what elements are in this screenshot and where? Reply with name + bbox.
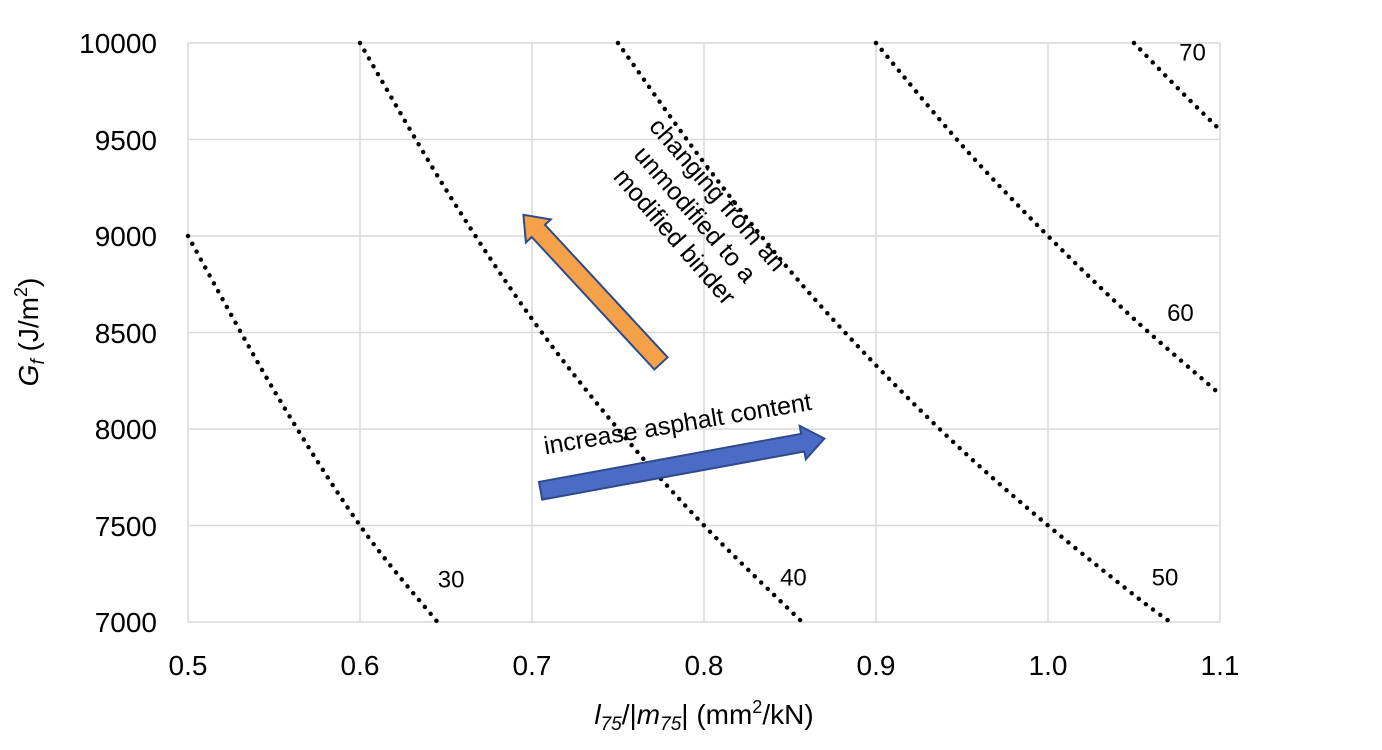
annotation-modified-binder: changing from an unmodified to a modifie…: [598, 113, 796, 322]
curve-60: [873, 40, 1223, 397]
y-axis-title: Gf (J/m2): [11, 278, 49, 387]
x-tick-label: 0.8: [685, 650, 724, 681]
x-tick-label: 1.0: [1029, 650, 1068, 681]
x-tick-label: 0.9: [857, 650, 896, 681]
curve-30: [185, 233, 440, 625]
curve-labels: 30 40 50 60 70: [438, 39, 1206, 593]
curve-label-50: 50: [1152, 564, 1179, 591]
curve-70: [1131, 40, 1223, 133]
curve-label-40: 40: [780, 564, 807, 591]
gridlines: [187, 42, 1221, 623]
x-tick-label: 0.7: [513, 650, 552, 681]
y-axis-ticks: 10000 9500 9000 8500 8000 7500 7000: [79, 28, 157, 638]
x-axis-title: l75/|m75| (mm2/kN): [594, 697, 813, 735]
y-tick-label: 8500: [95, 318, 157, 349]
x-axis-ticks: 0.5 0.6 0.7 0.8 0.9 1.0 1.1: [169, 650, 1240, 681]
curves: [185, 40, 1223, 625]
annotation-arrows: [522, 213, 827, 501]
x-tick-label: 0.6: [341, 650, 380, 681]
y-tick-label: 8000: [95, 414, 157, 445]
curve-label-30: 30: [438, 566, 465, 593]
y-tick-label: 9000: [95, 221, 157, 252]
y-tick-label: 10000: [79, 28, 157, 59]
curve-label-70: 70: [1179, 39, 1206, 66]
x-tick-label: 1.1: [1201, 650, 1240, 681]
y-tick-label: 9500: [95, 125, 157, 156]
y-tick-label: 7500: [95, 511, 157, 542]
curve-label-60: 60: [1167, 300, 1194, 327]
y-tick-label: 7000: [95, 607, 157, 638]
curve-40: [357, 40, 805, 625]
x-tick-label: 0.5: [169, 650, 208, 681]
modified-binder-arrow: [522, 213, 670, 371]
asphalt-content-arrow: [537, 424, 827, 501]
curve-50: [615, 40, 1173, 625]
